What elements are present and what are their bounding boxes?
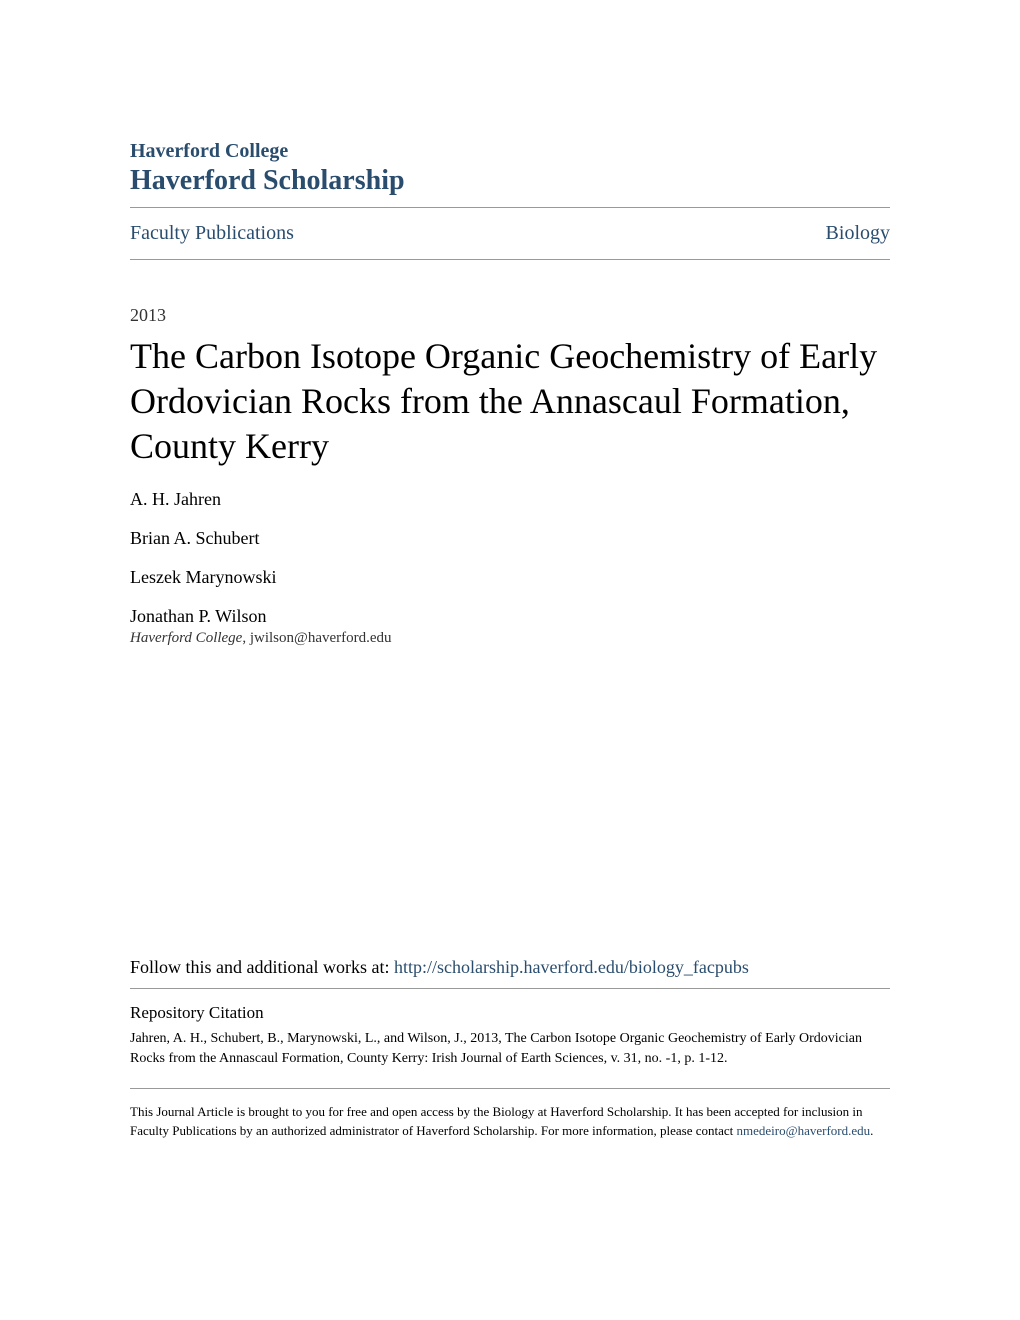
follow-label: Follow this and additional works at: — [130, 957, 394, 977]
nav-faculty-publications[interactable]: Faculty Publications — [130, 222, 294, 245]
follow-link[interactable]: http://scholarship.haverford.edu/biology… — [394, 957, 749, 977]
footer-text-after: . — [870, 1123, 873, 1138]
nav-biology[interactable]: Biology — [826, 222, 890, 245]
publication-year: 2013 — [130, 305, 890, 326]
author-4-email: jwilson@haverford.edu — [250, 630, 392, 646]
institution-name[interactable]: Haverford College — [130, 140, 890, 163]
divider-citation — [130, 1088, 890, 1089]
author-2: Brian A. Schubert — [130, 528, 890, 549]
follow-section: Follow this and additional works at: htt… — [130, 957, 890, 978]
author-4: Jonathan P. Wilson — [130, 606, 890, 627]
author-4-email-sep: , — [242, 630, 250, 646]
nav-row: Faculty Publications Biology — [130, 208, 890, 259]
citation-text: Jahren, A. H., Schubert, B., Marynowski,… — [130, 1029, 890, 1068]
author-4-affiliation: Haverford College — [130, 630, 242, 646]
divider-nav — [130, 259, 890, 260]
paper-title: The Carbon Isotope Organic Geochemistry … — [130, 334, 890, 469]
footer-contact-link[interactable]: nmedeiro@haverford.edu — [737, 1123, 871, 1138]
author-3: Leszek Marynowski — [130, 567, 890, 588]
citation-heading: Repository Citation — [130, 1003, 890, 1023]
divider-follow — [130, 988, 890, 989]
author-4-block: Jonathan P. Wilson Haverford College, jw… — [130, 606, 890, 647]
scholarship-name[interactable]: Haverford Scholarship — [130, 165, 890, 197]
footer-text: This Journal Article is brought to you f… — [130, 1103, 890, 1141]
author-1: A. H. Jahren — [130, 489, 890, 510]
